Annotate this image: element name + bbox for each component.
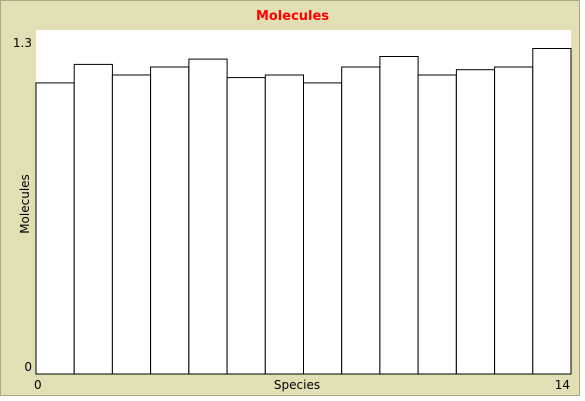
y-tick-label-max: 1.3 <box>13 36 32 50</box>
y-axis-label: Molecules <box>18 174 32 234</box>
plot-title: Molecules <box>255 9 330 24</box>
y-tick-label-min: 0 <box>24 360 32 374</box>
histogram-bar <box>150 66 190 375</box>
x-axis-label: Species <box>274 378 320 392</box>
histogram-bar <box>226 77 266 375</box>
histogram-bar <box>35 82 75 375</box>
x-tick-label-max: 14 <box>555 378 570 392</box>
bars-group <box>35 48 572 375</box>
histogram-bar <box>494 66 534 375</box>
histogram-bar <box>455 69 496 375</box>
x-tick-label-min: 0 <box>34 378 42 392</box>
histogram-bar <box>532 48 572 375</box>
histogram-bar <box>73 63 113 375</box>
histogram-bar <box>111 74 152 375</box>
histogram-bar <box>341 66 381 375</box>
histogram-bar <box>264 74 304 375</box>
histogram-bar <box>303 82 343 375</box>
histogram-bar <box>417 74 457 375</box>
histogram-bar <box>379 56 419 375</box>
histogram-bar <box>188 58 228 375</box>
